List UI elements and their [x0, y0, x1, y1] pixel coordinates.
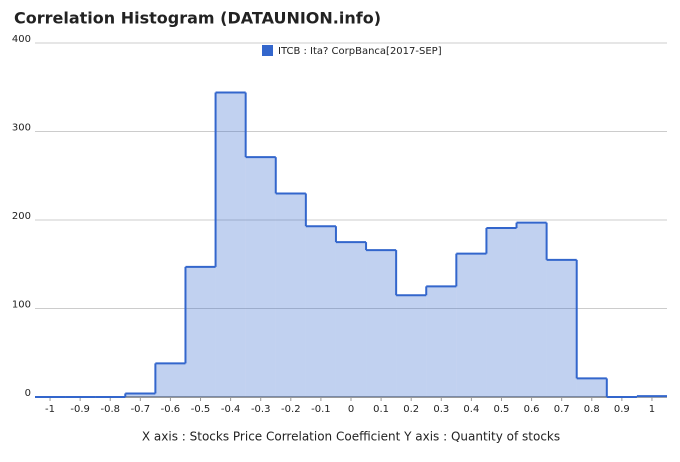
- x-tick-label: -0.2: [281, 404, 301, 415]
- x-tick-label: 0: [348, 404, 354, 415]
- histogram-bar: [516, 222, 547, 397]
- x-tick-label: 0.8: [584, 404, 600, 415]
- x-tick-label: 0.1: [373, 404, 389, 415]
- histogram-bar: [486, 227, 517, 397]
- x-tick-label: 0.4: [463, 404, 479, 415]
- histogram-bar: [155, 363, 186, 397]
- x-axis-label: X axis : Stocks Price Correlation Coeffi…: [142, 430, 560, 444]
- x-tick-label: -0.7: [131, 404, 151, 415]
- x-tick-label: -0.1: [311, 404, 331, 415]
- chart-title: Correlation Histogram (DATAUNION.info): [14, 9, 381, 28]
- histogram-bar: [546, 259, 577, 397]
- legend-swatch: [262, 45, 273, 56]
- x-tick-label: 1: [649, 404, 655, 415]
- histogram-bar: [215, 92, 246, 397]
- x-tick-label: -0.4: [221, 404, 241, 415]
- histogram-bar: [576, 378, 607, 397]
- x-tick-label: -0.6: [161, 404, 181, 415]
- histogram-bar: [185, 266, 216, 397]
- histogram-bar: [456, 253, 487, 397]
- histogram-bar: [426, 286, 457, 397]
- histogram-bar: [125, 393, 156, 397]
- histogram-bar: [275, 193, 306, 397]
- histogram-bar: [366, 250, 397, 397]
- y-tick-label: 400: [12, 34, 31, 45]
- y-tick-label: 0: [25, 388, 31, 399]
- x-tick-label: 0.5: [494, 404, 510, 415]
- y-tick-label: 100: [12, 300, 31, 311]
- x-tick-label: 0.6: [524, 404, 540, 415]
- x-tick-label: 0.3: [433, 404, 449, 415]
- y-tick-label: 300: [12, 123, 31, 134]
- x-tick-label: 0.7: [554, 404, 570, 415]
- x-tick-label: -0.9: [70, 404, 90, 415]
- histogram-bar: [305, 226, 336, 397]
- x-tick-label: -1: [45, 404, 55, 415]
- x-tick-label: -0.8: [100, 404, 120, 415]
- histogram-bar: [396, 295, 427, 397]
- histogram-bar: [335, 242, 367, 397]
- legend-label: ITCB : Ita? CorpBanca[2017-SEP]: [278, 46, 442, 57]
- x-tick-label: 0.2: [403, 404, 419, 415]
- histogram-bar: [245, 157, 276, 397]
- x-tick-label: -0.3: [251, 404, 271, 415]
- x-tick-label: -0.5: [191, 404, 211, 415]
- x-tick-label: 0.9: [614, 404, 630, 415]
- y-tick-label: 200: [12, 211, 31, 222]
